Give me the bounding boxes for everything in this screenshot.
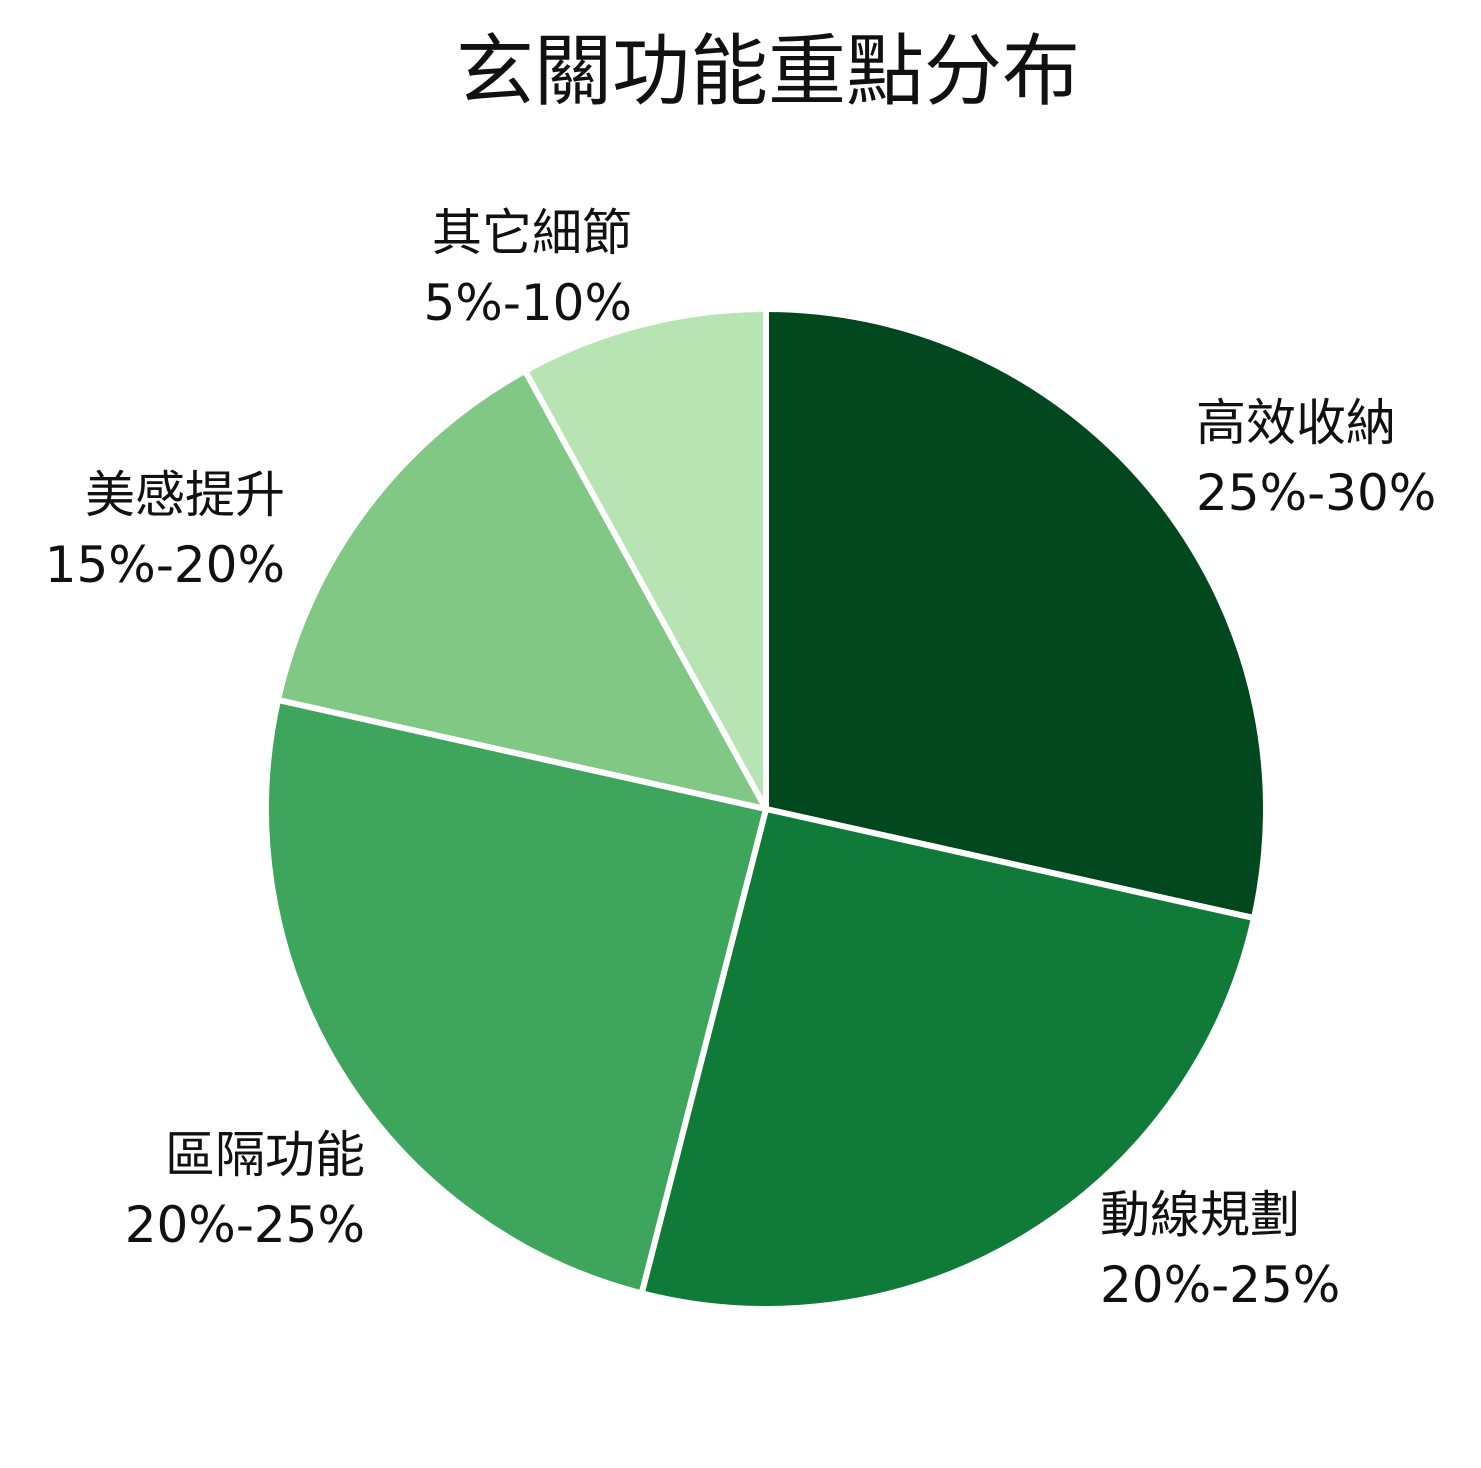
slice-percent-label-2: 20%-25% [1100,1256,1340,1314]
slice-label-1: 高效收納 [1196,394,1396,452]
slice-percent-label-5: 5%-10% [424,274,633,332]
pie-labels: 高效收納 25%-30% 動線規劃 20%-25% 區隔功能 20%-25% 美感提升 15%… [45,204,1437,1314]
slice-percent-label-4: 15%-20% [45,536,285,594]
pie-slice-2 [638,806,1257,1312]
chart-title: 玄關功能重點分布 [456,27,1080,117]
slice-percent-label-1: 25%-30% [1196,464,1436,522]
pie-slice-5 [522,306,769,812]
pie-slices [262,306,1270,1312]
slice-label-2: 動線規劃 [1100,1186,1300,1244]
slice-label-5: 其它細節 [432,204,632,262]
slice-label-4: 美感提升 [85,466,285,524]
pie-slice-4 [275,367,769,812]
slice-label-3: 區隔功能 [165,1126,365,1184]
pie-slice-1 [763,306,1270,922]
pie-slice-3 [262,696,769,1297]
slice-percent-label-3: 20%-25% [125,1196,365,1254]
